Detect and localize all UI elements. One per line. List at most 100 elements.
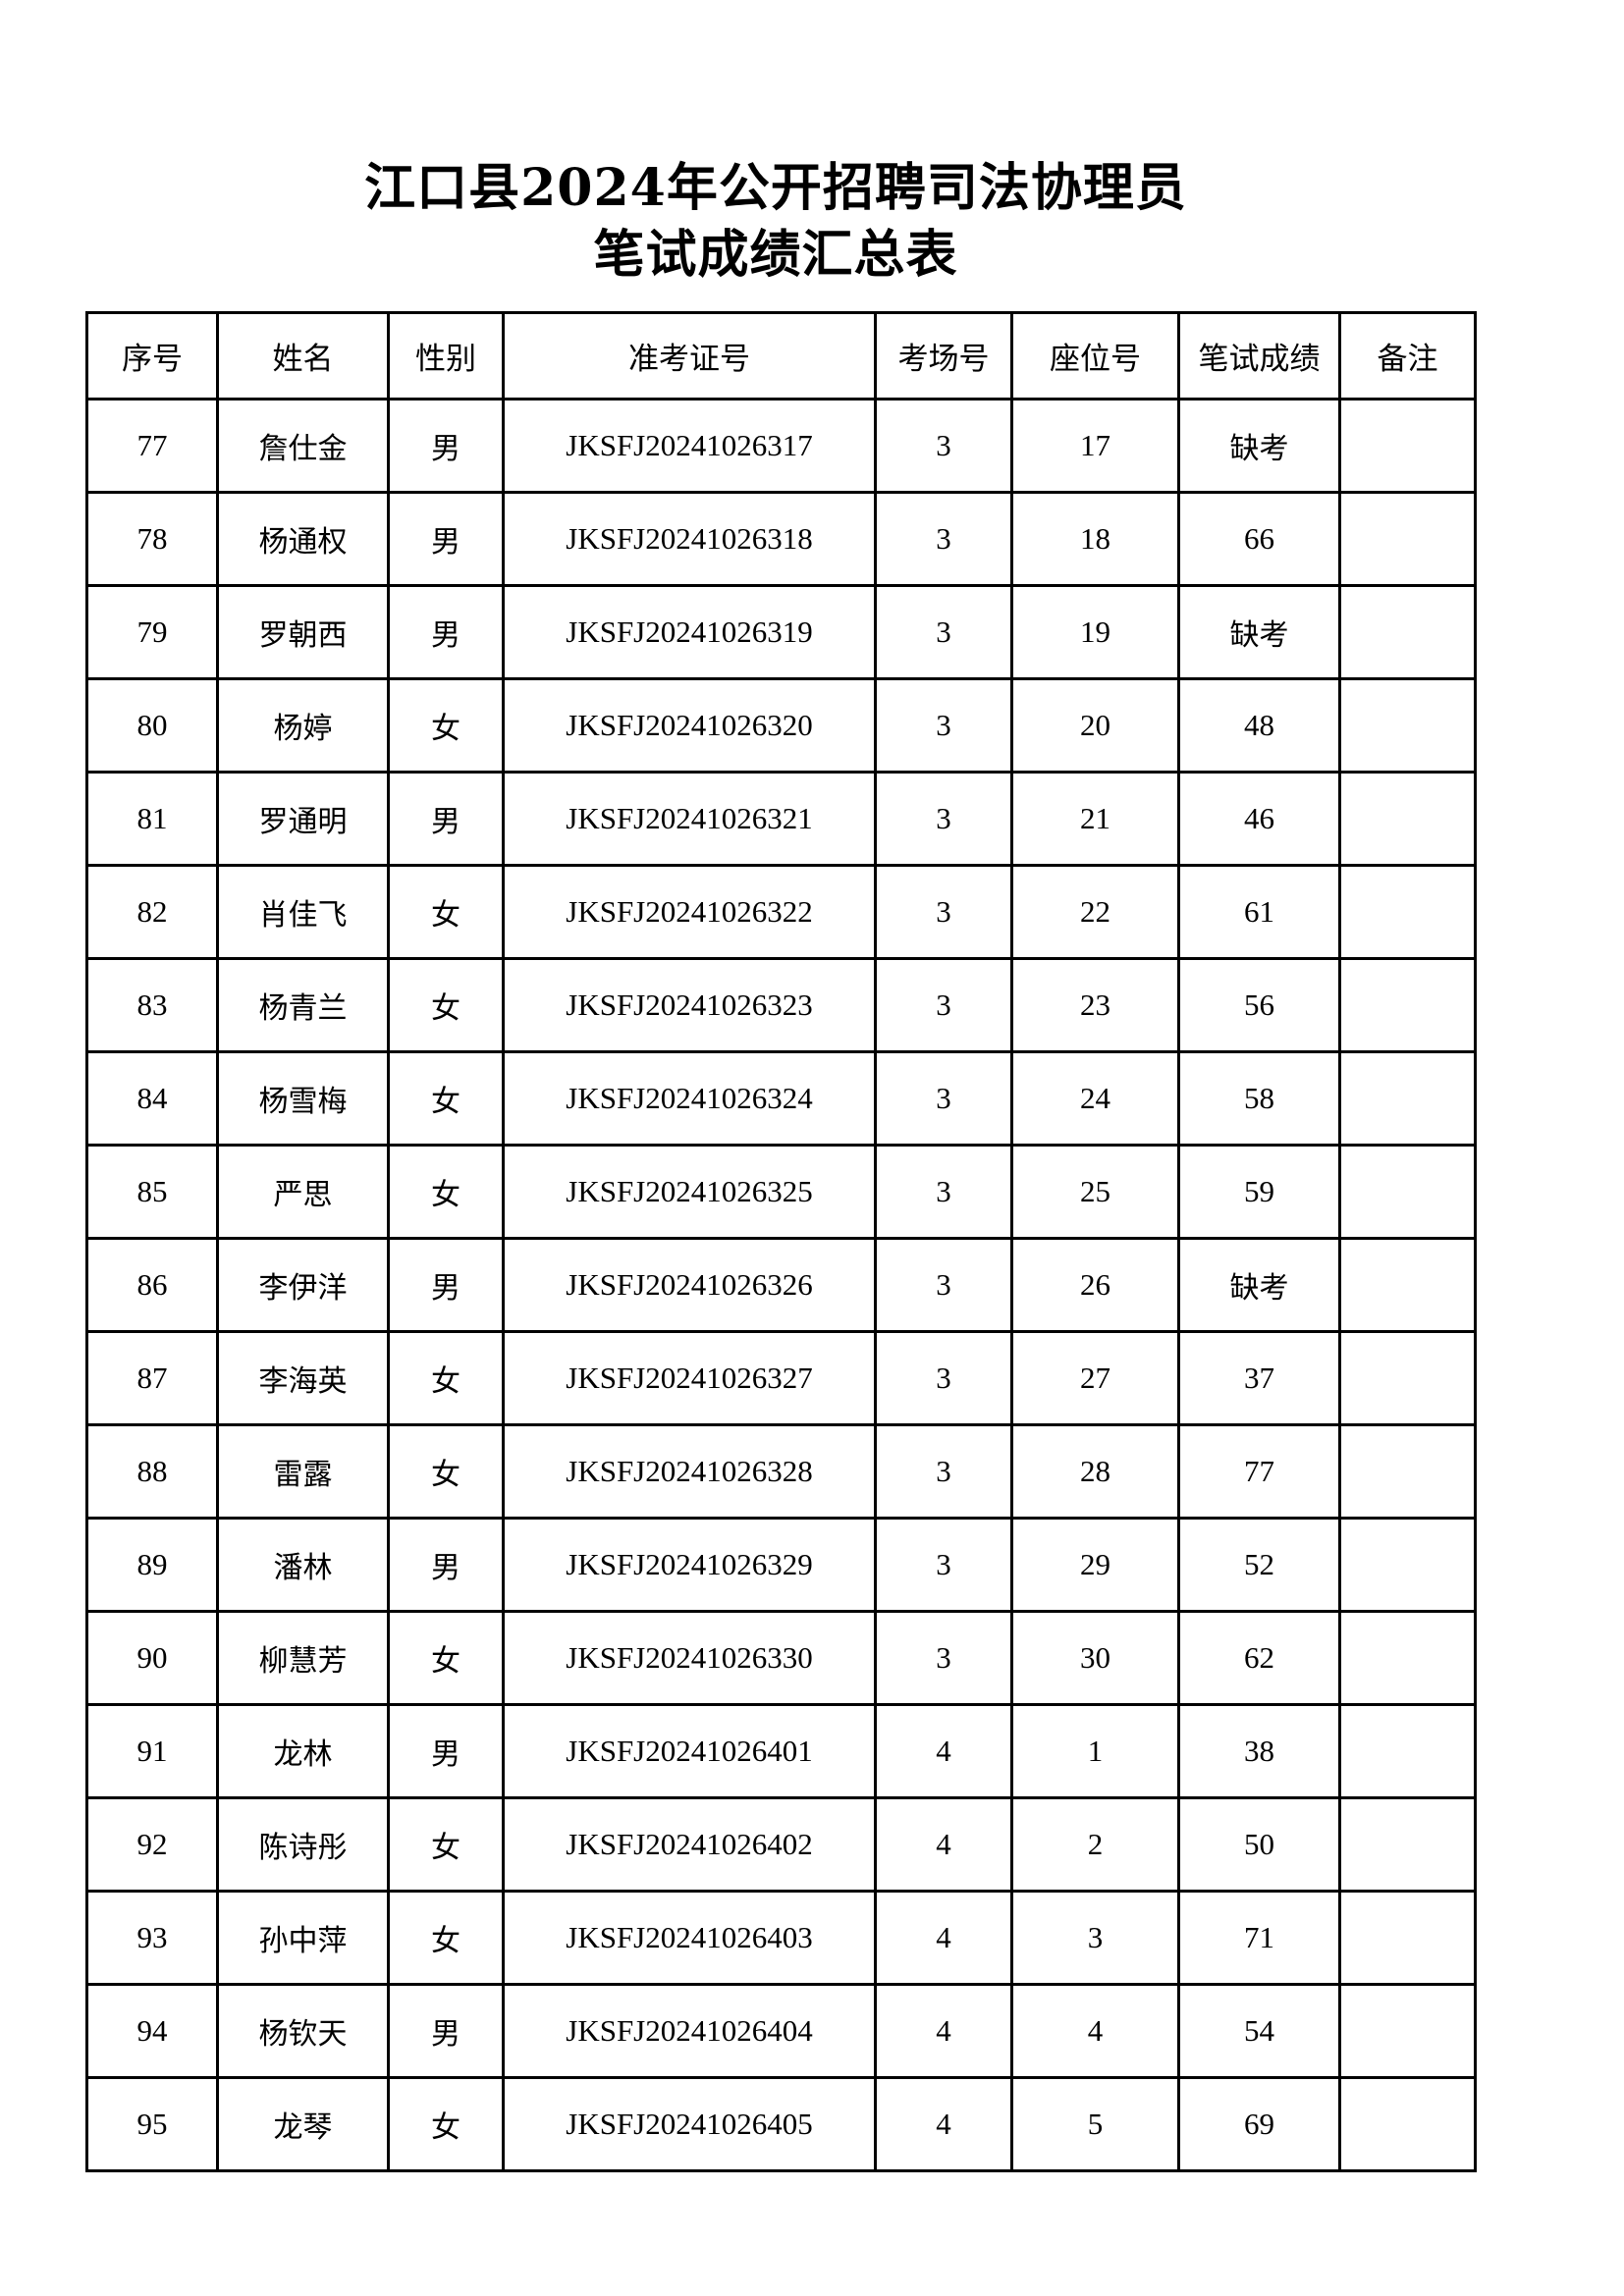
cell-col-seat: 26: [1010, 1237, 1180, 1333]
cell-col-name: 杨婷: [216, 677, 390, 774]
cell-col-seat: 24: [1010, 1050, 1180, 1147]
cell-col-room: 3: [874, 957, 1013, 1053]
cell-col-remark: [1338, 398, 1477, 494]
cell-col-gender: 女: [387, 1050, 505, 1147]
cell-col-exam-id: JKSFJ20241026327: [502, 1330, 877, 1426]
cell-col-seq: 92: [85, 1796, 219, 1893]
cell-col-remark: [1338, 1237, 1477, 1333]
cell-col-name: 孙中萍: [216, 1890, 390, 1986]
cell-col-seat: 30: [1010, 1610, 1180, 1706]
cell-col-exam-id: JKSFJ20241026318: [502, 491, 877, 587]
cell-col-score: 缺考: [1177, 584, 1341, 680]
cell-col-remark: [1338, 864, 1477, 960]
cell-col-seat: 29: [1010, 1517, 1180, 1613]
cell-col-remark: [1338, 1423, 1477, 1520]
cell-col-remark: [1338, 1983, 1477, 2079]
header-col-exam-id: 准考证号: [502, 311, 877, 400]
cell-col-name: 杨通权: [216, 491, 390, 587]
cell-col-score: 52: [1177, 1517, 1341, 1613]
cell-col-seq: 93: [85, 1890, 219, 1986]
header-col-name: 姓名: [216, 311, 390, 400]
cell-col-seq: 87: [85, 1330, 219, 1426]
header-col-seq: 序号: [85, 311, 219, 400]
cell-col-seat: 17: [1010, 398, 1180, 494]
cell-col-gender: 女: [387, 957, 505, 1053]
cell-col-score: 58: [1177, 1050, 1341, 1147]
cell-col-seq: 85: [85, 1144, 219, 1240]
table-row: 77 詹仕金男 JKSFJ20241026317 3 17 缺考: [85, 398, 1477, 494]
cell-col-remark: [1338, 677, 1477, 774]
table-row: 78 杨通权男 JKSFJ20241026318 3 18 66: [85, 491, 1477, 587]
cell-col-name: 肖佳飞: [216, 864, 390, 960]
cell-col-gender: 女: [387, 1890, 505, 1986]
cell-col-seq: 79: [85, 584, 219, 680]
cell-col-score: 37: [1177, 1330, 1341, 1426]
cell-col-remark: [1338, 771, 1477, 867]
cell-col-gender: 男: [387, 771, 505, 867]
cell-col-score: 62: [1177, 1610, 1341, 1706]
cell-col-remark: [1338, 1330, 1477, 1426]
cell-col-room: 3: [874, 1610, 1013, 1706]
cell-col-room: 3: [874, 491, 1013, 587]
cell-col-gender: 女: [387, 1796, 505, 1893]
cell-col-gender: 男: [387, 1237, 505, 1333]
cell-col-seq: 86: [85, 1237, 219, 1333]
cell-col-seat: 28: [1010, 1423, 1180, 1520]
cell-col-gender: 男: [387, 1517, 505, 1613]
cell-col-room: 4: [874, 1890, 1013, 1986]
cell-col-room: 3: [874, 1423, 1013, 1520]
cell-col-gender: 男: [387, 398, 505, 494]
cell-col-exam-id: JKSFJ20241026402: [502, 1796, 877, 1893]
cell-col-score: 38: [1177, 1703, 1341, 1799]
cell-col-exam-id: JKSFJ20241026319: [502, 584, 877, 680]
cell-col-name: 杨青兰: [216, 957, 390, 1053]
cell-col-name: 罗通明: [216, 771, 390, 867]
header-col-score: 笔试成绩: [1177, 311, 1341, 400]
cell-col-room: 3: [874, 771, 1013, 867]
table-row: 87 李海英女 JKSFJ20241026327 3 27 37: [85, 1330, 1477, 1426]
cell-col-seq: 82: [85, 864, 219, 960]
cell-col-score: 56: [1177, 957, 1341, 1053]
cell-col-name: 潘林: [216, 1517, 390, 1613]
table-row: 81 罗通明男 JKSFJ20241026321 3 21 46: [85, 771, 1477, 867]
table-row: 84 杨雪梅女 JKSFJ20241026324 3 24 58: [85, 1050, 1477, 1147]
cell-col-name: 雷露: [216, 1423, 390, 1520]
cell-col-seq: 84: [85, 1050, 219, 1147]
cell-col-gender: 男: [387, 1983, 505, 2079]
cell-col-exam-id: JKSFJ20241026324: [502, 1050, 877, 1147]
cell-col-score: 59: [1177, 1144, 1341, 1240]
document-title: 江口县2024年公开招聘司法协理员: [364, 158, 1187, 218]
cell-col-seq: 77: [85, 398, 219, 494]
cell-col-seq: 83: [85, 957, 219, 1053]
cell-col-exam-id: JKSFJ20241026317: [502, 398, 877, 494]
cell-col-seat: 20: [1010, 677, 1180, 774]
table-row: 92 陈诗彤女 JKSFJ20241026402 4 2 50: [85, 1796, 1477, 1893]
table-row: 95 龙琴女 JKSFJ20241026405 4 5 69: [85, 2076, 1477, 2172]
cell-col-exam-id: JKSFJ20241026320: [502, 677, 877, 774]
cell-col-exam-id: JKSFJ20241026325: [502, 1144, 877, 1240]
cell-col-remark: [1338, 957, 1477, 1053]
cell-col-seq: 95: [85, 2076, 219, 2172]
score-table: 序号 姓名 性别 准考证号 考场号 座位号 笔试成绩 备注 77 詹仕金男 JKSFJ202410…: [85, 311, 1477, 2172]
table-row: 91 龙林男 JKSFJ20241026401 4 1 38: [85, 1703, 1477, 1799]
cell-col-name: 陈诗彤: [216, 1796, 390, 1893]
table-row: 79 罗朝西男 JKSFJ20241026319 3 19 缺考: [85, 584, 1477, 680]
cell-col-name: 杨钦天: [216, 1983, 390, 2079]
cell-col-seq: 89: [85, 1517, 219, 1613]
cell-col-remark: [1338, 1610, 1477, 1706]
table-row: 85 严思女 JKSFJ20241026325 3 25 59: [85, 1144, 1477, 1240]
table-row: 88 雷露女 JKSFJ20241026328 3 28 77: [85, 1423, 1477, 1520]
cell-col-room: 3: [874, 864, 1013, 960]
cell-col-room: 4: [874, 1796, 1013, 1893]
cell-col-remark: [1338, 1517, 1477, 1613]
cell-col-room: 3: [874, 677, 1013, 774]
cell-col-exam-id: JKSFJ20241026401: [502, 1703, 877, 1799]
cell-col-remark: [1338, 1144, 1477, 1240]
cell-col-gender: 女: [387, 1330, 505, 1426]
header-col-gender: 性别: [387, 311, 505, 400]
cell-col-remark: [1338, 1703, 1477, 1799]
cell-col-score: 46: [1177, 771, 1341, 867]
cell-col-seat: 3: [1010, 1890, 1180, 1986]
cell-col-exam-id: JKSFJ20241026328: [502, 1423, 877, 1520]
cell-col-seq: 81: [85, 771, 219, 867]
